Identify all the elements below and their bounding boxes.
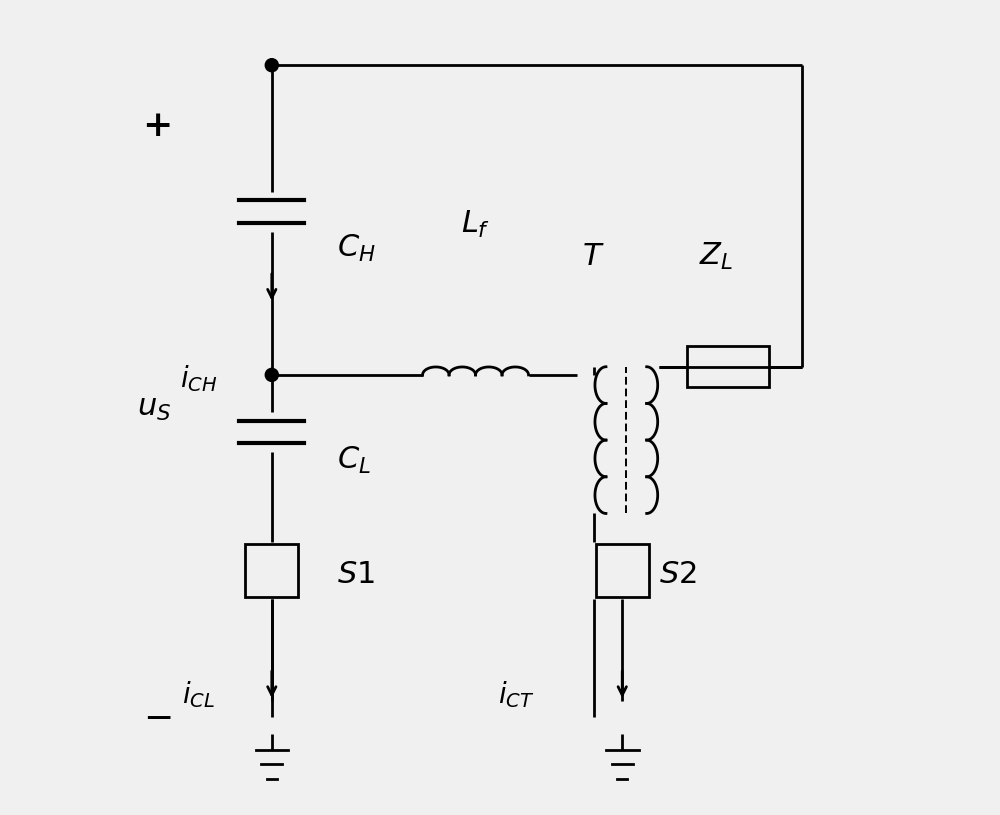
- Bar: [596, 544, 649, 597]
- Bar: [687, 346, 769, 387]
- Text: $S1$: $S1$: [337, 559, 375, 590]
- Text: $i_{CH}$: $i_{CH}$: [180, 363, 217, 394]
- Text: $S2$: $S2$: [659, 559, 697, 590]
- Text: $i_{CL}$: $i_{CL}$: [182, 679, 215, 710]
- Circle shape: [265, 368, 278, 381]
- Text: $C_H$: $C_H$: [337, 233, 376, 264]
- Bar: [245, 544, 298, 597]
- Text: $Z_L$: $Z_L$: [699, 241, 733, 272]
- Text: $u_S$: $u_S$: [137, 392, 171, 423]
- Text: $C_L$: $C_L$: [337, 445, 371, 476]
- Text: $-$: $-$: [143, 700, 172, 734]
- Text: +: +: [143, 109, 173, 143]
- Text: $T$: $T$: [582, 241, 605, 272]
- Circle shape: [265, 59, 278, 72]
- Text: $L_f$: $L_f$: [461, 209, 490, 240]
- Text: $i_{CT}$: $i_{CT}$: [498, 679, 535, 710]
